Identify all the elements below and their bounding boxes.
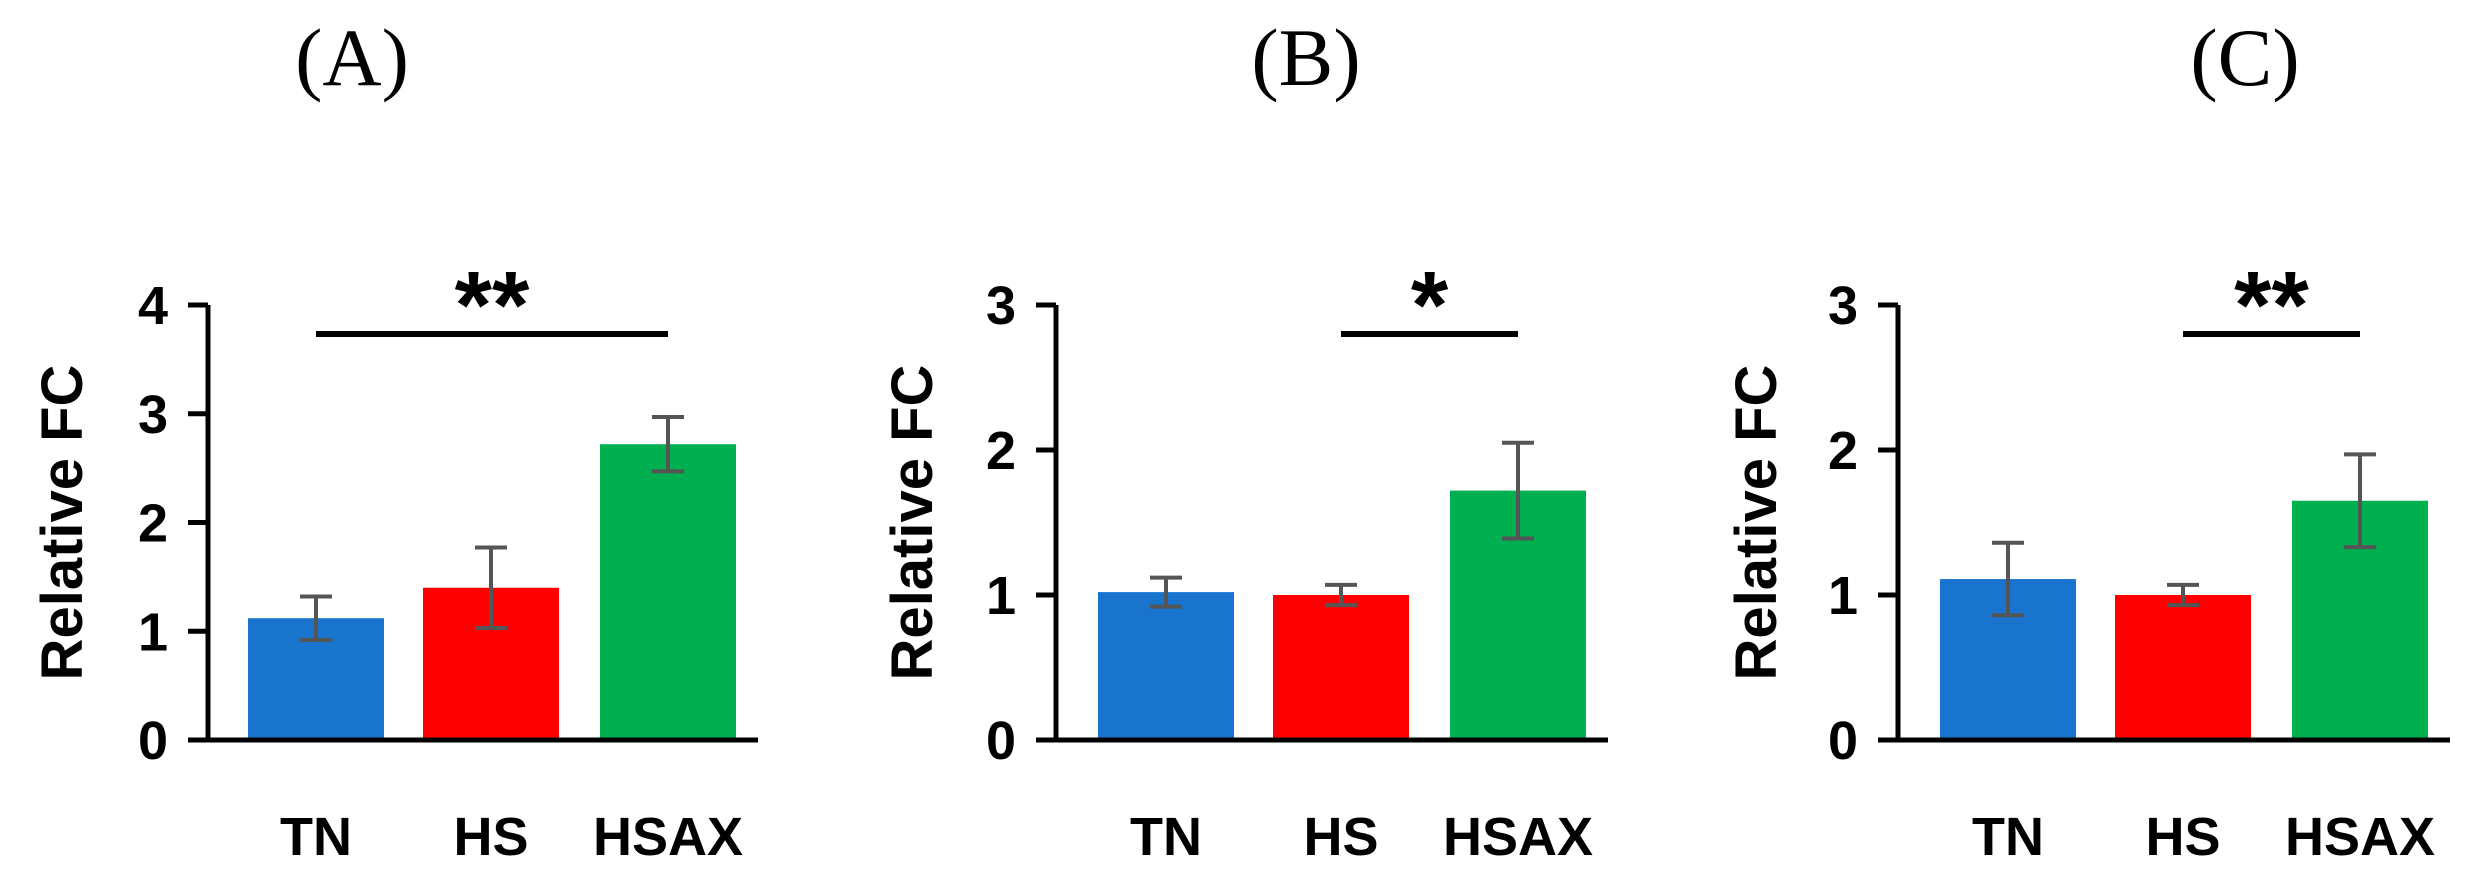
y-tick-label: 1 [986, 566, 1016, 626]
y-axis-title: Relative FC [880, 365, 945, 681]
y-tick-label: 2 [138, 494, 168, 554]
x-tick-label: HS [453, 807, 528, 867]
panel-label: (B) [1251, 12, 1360, 103]
y-tick-label: 0 [986, 711, 1016, 771]
y-tick-label: 3 [986, 276, 1016, 336]
significance-label: ** [2234, 252, 2309, 359]
y-axis-title: Relative FC [30, 365, 95, 681]
panel-label: (A) [295, 12, 409, 103]
bar-hs [1273, 595, 1409, 740]
x-tick-label: TN [1972, 807, 2044, 867]
significance-label: * [1411, 252, 1449, 359]
y-tick-label: 2 [1828, 421, 1858, 481]
significance-label: ** [455, 252, 530, 359]
y-tick-label: 3 [138, 385, 168, 445]
y-tick-label: 4 [138, 276, 168, 336]
panel-label: (C) [2190, 12, 2299, 103]
x-tick-label: HSAX [1443, 807, 1593, 867]
x-tick-label: HSAX [593, 807, 743, 867]
chart-panel: (A) Relative FC 0 1 2 3 4 TN HS HSAX ** [30, 12, 758, 867]
x-tick-label: HS [2145, 807, 2220, 867]
y-tick-label: 1 [1828, 566, 1858, 626]
bar-tn [1098, 592, 1234, 740]
x-tick-label: HSAX [2285, 807, 2435, 867]
y-tick-label: 3 [1828, 276, 1858, 336]
x-tick-label: HS [1303, 807, 1378, 867]
bar-hsax [600, 444, 736, 740]
y-tick-label: 0 [138, 711, 168, 771]
y-tick-label: 2 [986, 421, 1016, 481]
bar-hs [2115, 595, 2251, 740]
chart-panel: (C) Relative FC 0 1 2 3 TN HS HSAX ** [1724, 12, 2450, 867]
y-tick-label: 1 [138, 602, 168, 662]
chart-panel: (B) Relative FC 0 1 2 3 TN HS HSAX * [880, 12, 1608, 867]
x-tick-label: TN [280, 807, 352, 867]
x-tick-label: TN [1130, 807, 1202, 867]
y-axis-title: Relative FC [1724, 365, 1789, 681]
y-tick-label: 0 [1828, 711, 1858, 771]
